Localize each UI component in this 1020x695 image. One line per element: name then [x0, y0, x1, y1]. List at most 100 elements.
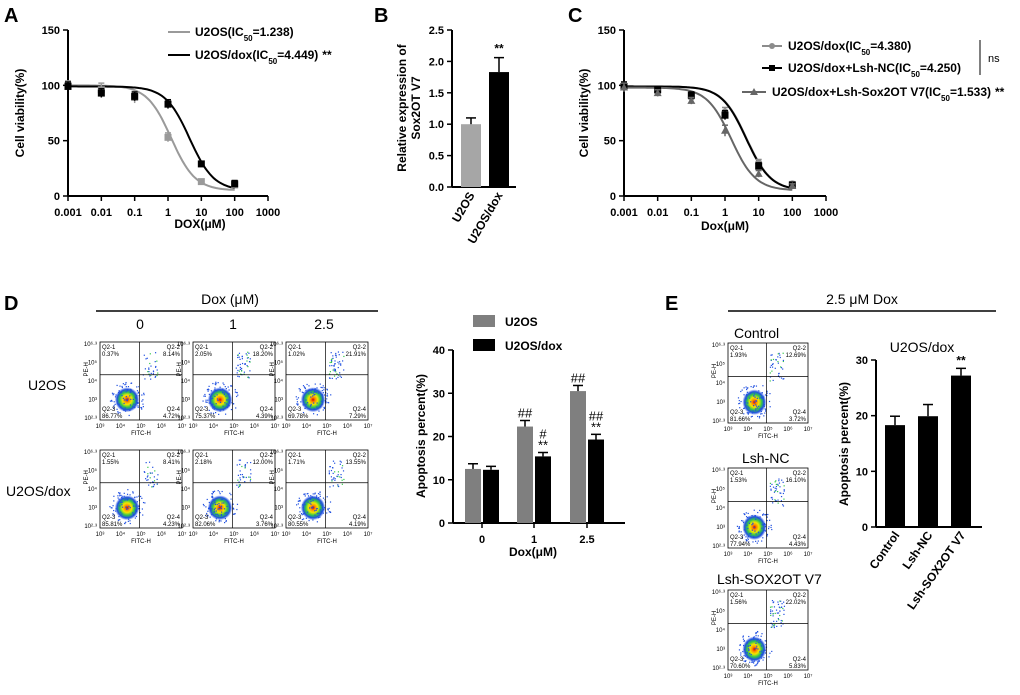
flow-D-2-event [309, 405, 312, 407]
flow-D-4-ytick: 10⁵ [181, 468, 191, 475]
flow-E-0-event [770, 354, 772, 356]
flow-D-2-event [329, 365, 331, 367]
flow-D-4-event [224, 512, 226, 514]
flow-E-2-event [779, 607, 781, 609]
flow-E-0-ytick: 10³ [716, 400, 725, 406]
flow-E-2-event [757, 662, 759, 664]
flow-D-2-event [331, 358, 333, 360]
flow-D-1-event [235, 407, 237, 409]
flow-E-0-event [755, 385, 758, 387]
chart-C-ytick-label: 50 [604, 136, 616, 148]
flow-D-4-event [249, 469, 252, 471]
flow-D-0-event [113, 407, 115, 409]
flow-D-0-event [129, 391, 131, 393]
flow-D-3-event [148, 484, 150, 486]
flow-D-3-ytick: 10³ [88, 506, 97, 512]
flow-D-3-event [136, 501, 138, 503]
flow-D-4-event [244, 464, 247, 466]
flow-E-2-event [753, 637, 755, 639]
flow-E-1-q1-value: 1.53% [730, 478, 748, 484]
legend-c3-sub: 50 [941, 94, 950, 103]
flow-E-0-event [768, 400, 771, 403]
d-col-label-0: 0 [136, 316, 144, 332]
flow-D-5-event [319, 502, 322, 504]
flow-D-0-xtick: 10³ [96, 424, 105, 430]
flow-E-1-event [755, 540, 757, 542]
flow-E-2-q3-name: Q2-3 [730, 657, 744, 663]
flow-E-0-event [780, 377, 783, 379]
flow-E-0-event [759, 393, 762, 395]
flow-plots-d: Q2-10.37%Q2-28.14%Q2-386.77%Q2-44.72%10³… [84, 341, 373, 545]
flow-D-3-q1-value: 1.55% [102, 460, 120, 466]
legend-c3-prefix: U2OS/dox+Lsh-Sox2OT V7(IC [772, 85, 941, 99]
flow-D-1-event [213, 406, 216, 408]
flow-E-2-ytick: 10⁵ [716, 608, 726, 615]
flow-D-0-event [120, 406, 122, 408]
flow-D-5-event [327, 509, 329, 511]
flow-D-2-event [321, 389, 323, 392]
flow-D-2-xlabel: FITC-H [317, 431, 337, 437]
flow-D-0-event [141, 400, 143, 402]
legend-c2-prefix: U2OS/dox+Lsh-NC(IC [788, 61, 911, 75]
flow-D-1-event [217, 399, 219, 402]
flow-D-2-event [338, 354, 340, 356]
flow-D-4-xtick: 10⁵ [229, 531, 239, 538]
flow-D-2-ytick: 10⁵ [274, 360, 284, 367]
flow-E-2-ytick: 10³ [716, 647, 725, 653]
flow-E-0-event [758, 417, 761, 419]
flow-D-2-event [321, 387, 323, 389]
flow-E-1-event [743, 513, 745, 515]
flow-D-4-event [232, 503, 234, 505]
flow-plots-e: Q2-11.93%Q2-212.69%Q2-381.66%Q2-43.72%10… [712, 342, 813, 687]
d-row-label-u2os: U2OS [28, 377, 66, 393]
flow-E-1-event [781, 479, 783, 481]
chart-c-ylabel: Cell viability(%) [577, 69, 591, 158]
flow-E-0-event [746, 405, 748, 407]
flow-D-4-event [221, 502, 223, 504]
flow-D-0-event [144, 368, 147, 370]
flow-D-5-event [337, 471, 340, 473]
flow-D-0-event [125, 383, 127, 385]
flow-D-3-q2-value: 8.41% [163, 460, 181, 466]
flow-D-3-event [143, 471, 145, 473]
flow-E-2-q1-name: Q2-1 [730, 593, 744, 599]
flow-D-0-event [121, 386, 123, 389]
flow-E-0-q2-name: Q2-2 [793, 346, 807, 352]
flow-D-4-event [218, 521, 220, 523]
flow-D-2-event [314, 388, 316, 391]
flow-D-3-event [115, 510, 117, 512]
legend-u2os-sub: 50 [244, 34, 253, 43]
flow-E-0-event [739, 407, 741, 409]
flow-D-4-event [233, 508, 235, 510]
flow-E-1-event [747, 512, 749, 515]
flow-D-3-event [129, 494, 131, 496]
flow-D-3-event [137, 508, 140, 510]
flow-D-2-event [332, 369, 334, 371]
flow-D-4-event [214, 502, 216, 504]
flow-E-1-event [738, 527, 740, 529]
chart-A-ytick-label: 0 [54, 191, 60, 203]
flow-D-1-event [210, 390, 212, 392]
flow-D-0-event [113, 401, 115, 403]
flow-D-0-event [124, 410, 127, 412]
flow-D-5-event [299, 511, 301, 513]
flow-D-1-event [246, 357, 249, 359]
flow-D-1-event [202, 400, 204, 402]
flow-E-1-event [779, 492, 781, 494]
flow-E-2-event [779, 600, 781, 602]
flow-D-3-event [127, 520, 129, 522]
flow-E-1-event [758, 531, 760, 533]
flow-E-2-event [743, 644, 745, 647]
flow-D-2-event [304, 407, 306, 409]
flow-E-2-event [757, 661, 759, 663]
flow-D-1-event [246, 360, 248, 362]
flow-D-3-ylabel: PE-H [84, 470, 90, 484]
flow-D-4-event [237, 486, 240, 488]
flow-D-1-event [215, 403, 217, 405]
flow-D-2-event [315, 391, 317, 393]
flow-D-0-event [120, 392, 122, 394]
flow-E-2-event [751, 658, 753, 660]
flow-E-2-event [783, 601, 785, 603]
chart-d-bar-0-1 [517, 426, 533, 523]
flow-E-2-event [768, 656, 770, 658]
